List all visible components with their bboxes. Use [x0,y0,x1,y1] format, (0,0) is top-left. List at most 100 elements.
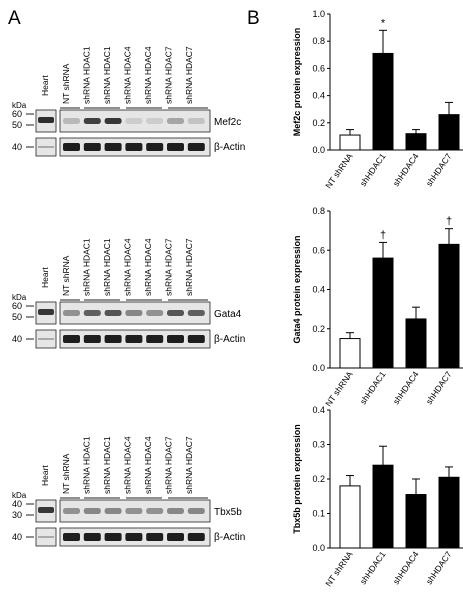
protein-band [187,118,205,124]
lane-label: shRNA HDAC1 [82,238,92,296]
y-tick-label: 0.0 [312,145,325,155]
protein-band [104,310,122,316]
y-tick-label: 1.0 [312,9,325,19]
protein-name: Gata4 [214,309,242,320]
marker-label: 60 [12,109,22,119]
actin-band [167,533,184,541]
actin-band [125,143,143,151]
lane-label: shRNA HDAC1 [82,46,92,104]
y-tick-label: 0.0 [312,363,325,373]
protein-band [167,310,184,316]
heart-band [38,309,54,315]
marker-label: 50 [12,120,22,130]
y-tick-label: 0.3 [312,440,325,450]
actin-band [125,533,143,541]
bar [405,494,427,549]
significance-mark: † [446,216,452,228]
lane-label: shRNA HDAC7 [164,238,174,296]
marker-label: 40 [12,142,22,152]
lane-label: shRNA HDAC1 [102,238,112,296]
protein-band [187,310,205,316]
category-label: shHDAC1 [358,151,388,188]
actin-band [187,533,205,541]
category-label: shHDAC4 [391,151,421,188]
bar [405,133,427,151]
bar [339,134,361,151]
protein-band [167,508,184,514]
actin-band [83,143,101,151]
category-label: shHDAC4 [391,549,421,586]
bar-charts: 0.0 0.2 0.4 0.6 0.8 1.0 Mef2c protein expressi… [292,9,463,588]
bar [372,464,394,549]
heart-label: Heart [40,465,50,486]
actin-band [104,533,122,541]
protein-band [187,508,205,514]
protein-band [83,118,101,124]
loading-control-name: β-Actin [214,142,245,153]
category-label: NT shRNA [323,549,355,588]
marker-label: 50 [12,312,22,322]
blot-panel-tbx5b: Heart NT shRNA shRNA HDAC1 shRNA HDAC1 shRNA… [12,436,245,547]
actin-band [146,143,164,151]
protein-band [125,118,143,124]
category-label: shHDAC7 [424,369,454,406]
marker-label: 60 [12,301,22,311]
significance-mark: * [381,17,386,29]
lane-label: shRNA HDAC4 [143,238,153,296]
protein-band [125,508,143,514]
heart-label: Heart [40,75,50,96]
loading-control-name: β-Actin [214,334,245,345]
bar [339,338,361,369]
lane-label: shRNA HDAC1 [82,436,92,494]
protein-band [63,310,80,316]
actin-band [187,335,205,343]
significance-mark: † [380,229,386,241]
actin-band [167,335,184,343]
y-tick-label: 0.8 [312,36,325,46]
category-label: shHDAC1 [358,549,388,586]
kda-label: kDa [12,101,27,110]
marker-label: 40 [12,499,22,509]
category-label: NT shRNA [323,369,355,408]
y-axis-label: Gata4 protein expression [292,235,302,343]
heart-actin-band [38,536,54,538]
actin-band [104,143,122,151]
actin-band [146,335,164,343]
category-label: shHDAC7 [424,549,454,586]
marker-label: 30 [12,510,22,520]
western-blot-panels: Heart NT shRNA shRNA HDAC1 shRNA HDAC1 shRNA… [12,46,245,547]
bar [372,257,394,369]
protein-band [83,508,101,514]
protein-band [63,508,80,514]
heart-band [38,507,54,513]
lane-label: shRNA HDAC4 [123,46,133,104]
lane-label: shRNA HDAC1 [102,436,112,494]
protein-name: Tbx5b [214,507,242,518]
kda-label: kDa [12,293,27,302]
panel-label-a: A [8,8,21,29]
y-tick-label: 0.6 [312,63,325,73]
lane-label: shRNA HDAC4 [143,46,153,104]
lane-label: NT shRNA [61,63,71,104]
y-tick-label: 0.2 [312,324,325,334]
actin-band [83,533,101,541]
bar [438,476,460,549]
protein-name: Mef2c [214,117,241,128]
bar [438,243,460,369]
y-tick-label: 0.2 [312,118,325,128]
y-axis-label: Tbx5b protein expression [292,424,302,534]
y-tick-label: 0.4 [312,91,325,101]
protein-band [146,310,164,316]
category-label: shHDAC4 [391,369,421,406]
bar-chart-2: 0.0 0.2 0.4 0.6 0.8 Gata4 protein expression N… [292,206,463,408]
protein-band [63,118,80,124]
bar [438,114,460,151]
actin-band [146,533,164,541]
heart-label: Heart [40,267,50,288]
heart-actin-band [38,146,54,148]
lane-label: shRNA HDAC4 [123,238,133,296]
blot-panel-gata4: Heart NT shRNA shRNA HDAC1 shRNA HDAC1 shRNA… [12,238,245,349]
protein-band [167,118,184,124]
lane-label: NT shRNA [61,453,71,494]
